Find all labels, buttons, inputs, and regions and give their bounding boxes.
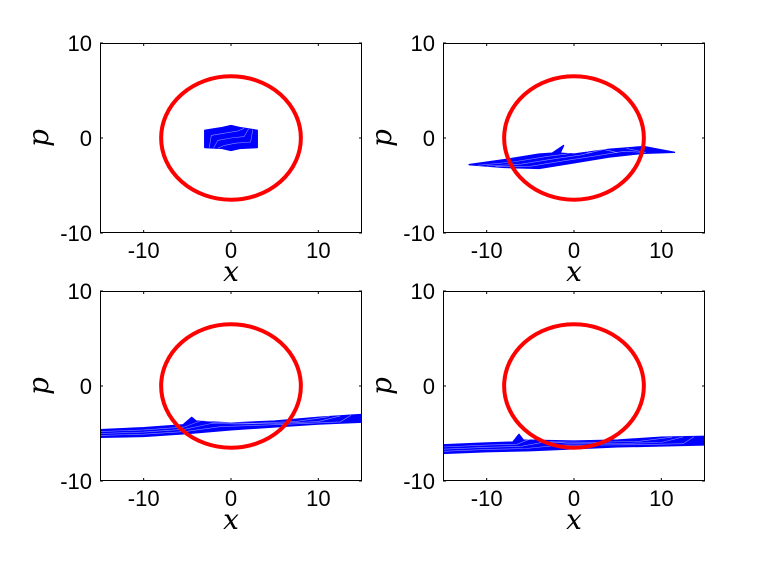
phase-space-band	[100, 413, 362, 439]
y-axis-label: p	[22, 377, 55, 395]
x-tick-label: 10	[649, 486, 673, 511]
y-tick-label: 10	[68, 279, 92, 304]
x-axis-label: x	[223, 503, 239, 536]
y-tick-label: 10	[411, 279, 435, 304]
x-tick-label: 0	[568, 238, 580, 263]
separatrix-circle	[159, 322, 303, 450]
x-tick-label: -10	[471, 486, 503, 511]
y-tick-label: -10	[403, 221, 435, 246]
plot-area	[100, 291, 362, 481]
trajectory-filament	[486, 149, 618, 167]
panel-top-left: -10 0 10 -10 0 10 x p	[22, 31, 362, 288]
plot-area	[443, 43, 705, 233]
x-tick-label: -10	[128, 238, 160, 263]
y-axis-label: p	[365, 129, 398, 147]
x-axis-label: x	[566, 255, 582, 288]
x-tick-label: 0	[568, 486, 580, 511]
trajectory-filament	[443, 436, 684, 450]
x-tick-label: 10	[649, 238, 673, 263]
y-tick-label: -10	[403, 469, 435, 494]
x-tick-label: 0	[225, 486, 237, 511]
x-tick-label: 10	[306, 486, 330, 511]
trajectory-filament	[443, 436, 695, 452]
trajectory-filament	[100, 415, 341, 434]
x-axis-label: x	[566, 503, 582, 536]
y-tick-label: -10	[60, 469, 92, 494]
separatrix-circle	[159, 74, 303, 202]
x-axis-label: x	[223, 255, 239, 288]
y-tick-label: 0	[80, 374, 92, 399]
trajectory-filament	[100, 414, 352, 436]
panel-bottom-right: -10 0 10 -10 0 10 x p	[365, 279, 705, 536]
trajectory-filament	[208, 128, 245, 148]
y-tick-label: 0	[80, 126, 92, 151]
separatrix-circle	[502, 74, 646, 202]
plot-content	[100, 322, 362, 450]
x-tick-label: -10	[128, 486, 160, 511]
separatrix-circle	[502, 322, 646, 450]
y-tick-label: 0	[423, 126, 435, 151]
x-tick-label: 0	[225, 238, 237, 263]
trajectory-filament	[495, 148, 646, 167]
x-tick-label: 10	[306, 238, 330, 263]
panel-bottom-left: -10 0 10 -10 0 10 x p	[22, 279, 362, 536]
x-tick-label: -10	[471, 238, 503, 263]
y-tick-label: 0	[423, 374, 435, 399]
y-axis-label: p	[365, 377, 398, 395]
y-tick-label: 10	[68, 31, 92, 56]
trajectory-filament	[213, 128, 249, 149]
y-tick-label: -10	[60, 221, 92, 246]
y-tick-label: 10	[411, 31, 435, 56]
plot-content	[468, 74, 676, 202]
panel-top-right: -10 0 10 -10 0 10 x p	[365, 31, 705, 288]
trajectory-filament	[217, 129, 254, 149]
plot-content	[443, 322, 705, 455]
plot-content	[159, 74, 303, 202]
y-axis-label: p	[22, 129, 55, 147]
